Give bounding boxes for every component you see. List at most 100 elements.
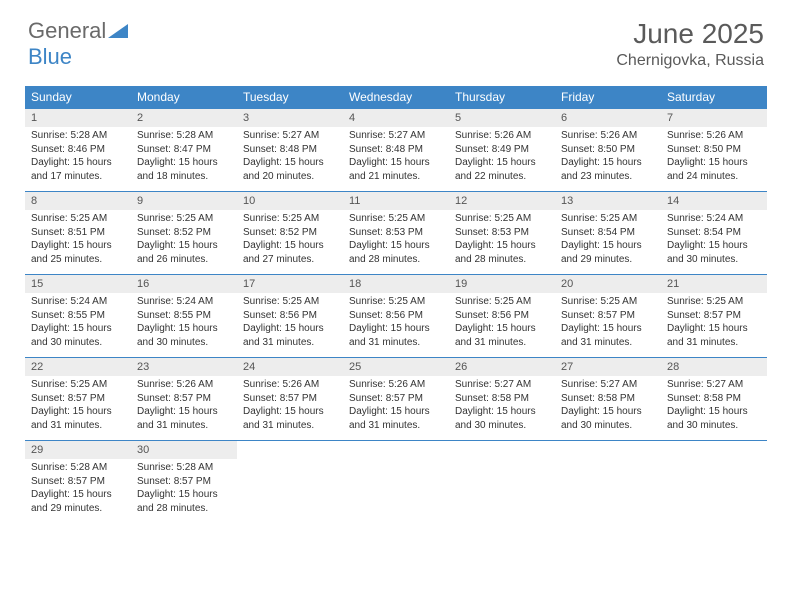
day-content: Sunrise: 5:25 AMSunset: 8:57 PMDaylight:… bbox=[661, 293, 767, 358]
sunrise-line: Sunrise: 5:25 AM bbox=[137, 212, 231, 226]
day-number: 26 bbox=[449, 358, 555, 377]
day-header-row: SundayMondayTuesdayWednesdayThursdayFrid… bbox=[25, 86, 767, 109]
day-content: Sunrise: 5:25 AMSunset: 8:57 PMDaylight:… bbox=[25, 376, 131, 441]
sunrise-line: Sunrise: 5:26 AM bbox=[561, 129, 655, 143]
empty-day-content bbox=[237, 459, 343, 523]
sunrise-line: Sunrise: 5:25 AM bbox=[561, 212, 655, 226]
day-number: 5 bbox=[449, 109, 555, 128]
daylight-line: Daylight: 15 hours and 18 minutes. bbox=[137, 156, 231, 183]
daylight-line: Daylight: 15 hours and 25 minutes. bbox=[31, 239, 125, 266]
sunrise-line: Sunrise: 5:27 AM bbox=[349, 129, 443, 143]
logo: GeneralBlue bbox=[28, 18, 128, 70]
empty-day-content bbox=[661, 459, 767, 523]
sunset-line: Sunset: 8:55 PM bbox=[31, 309, 125, 323]
daylight-line: Daylight: 15 hours and 31 minutes. bbox=[31, 405, 125, 432]
day-content: Sunrise: 5:28 AMSunset: 8:46 PMDaylight:… bbox=[25, 127, 131, 192]
week-number-row: 1234567 bbox=[25, 109, 767, 128]
sunset-line: Sunset: 8:57 PM bbox=[137, 392, 231, 406]
sunrise-line: Sunrise: 5:28 AM bbox=[137, 461, 231, 475]
day-content: Sunrise: 5:25 AMSunset: 8:57 PMDaylight:… bbox=[555, 293, 661, 358]
sunrise-line: Sunrise: 5:28 AM bbox=[137, 129, 231, 143]
day-number: 1 bbox=[25, 109, 131, 128]
day-number: 22 bbox=[25, 358, 131, 377]
sunrise-line: Sunrise: 5:28 AM bbox=[31, 461, 125, 475]
sunrise-line: Sunrise: 5:25 AM bbox=[243, 295, 337, 309]
week-number-row: 891011121314 bbox=[25, 192, 767, 211]
day-number: 2 bbox=[131, 109, 237, 128]
logo-word1: General bbox=[28, 18, 106, 43]
location-label: Chernigovka, Russia bbox=[616, 52, 764, 70]
day-header: Friday bbox=[555, 86, 661, 109]
day-content: Sunrise: 5:25 AMSunset: 8:54 PMDaylight:… bbox=[555, 210, 661, 275]
day-number: 24 bbox=[237, 358, 343, 377]
sunrise-line: Sunrise: 5:25 AM bbox=[31, 378, 125, 392]
title-block: June 2025 Chernigovka, Russia bbox=[616, 18, 764, 70]
week-content-row: Sunrise: 5:25 AMSunset: 8:57 PMDaylight:… bbox=[25, 376, 767, 441]
page-header: GeneralBlue June 2025 Chernigovka, Russi… bbox=[0, 0, 792, 78]
day-content: Sunrise: 5:27 AMSunset: 8:58 PMDaylight:… bbox=[449, 376, 555, 441]
daylight-line: Daylight: 15 hours and 31 minutes. bbox=[349, 405, 443, 432]
empty-day-content bbox=[343, 459, 449, 523]
day-number: 7 bbox=[661, 109, 767, 128]
day-number: 19 bbox=[449, 275, 555, 294]
day-number: 27 bbox=[555, 358, 661, 377]
day-content: Sunrise: 5:26 AMSunset: 8:49 PMDaylight:… bbox=[449, 127, 555, 192]
sunset-line: Sunset: 8:57 PM bbox=[137, 475, 231, 489]
sunset-line: Sunset: 8:53 PM bbox=[455, 226, 549, 240]
daylight-line: Daylight: 15 hours and 21 minutes. bbox=[349, 156, 443, 183]
day-content: Sunrise: 5:27 AMSunset: 8:48 PMDaylight:… bbox=[237, 127, 343, 192]
daylight-line: Daylight: 15 hours and 28 minutes. bbox=[455, 239, 549, 266]
day-number: 30 bbox=[131, 441, 237, 460]
sunset-line: Sunset: 8:54 PM bbox=[667, 226, 761, 240]
sunset-line: Sunset: 8:58 PM bbox=[561, 392, 655, 406]
day-header: Monday bbox=[131, 86, 237, 109]
day-content: Sunrise: 5:24 AMSunset: 8:54 PMDaylight:… bbox=[661, 210, 767, 275]
sunrise-line: Sunrise: 5:26 AM bbox=[349, 378, 443, 392]
sunset-line: Sunset: 8:49 PM bbox=[455, 143, 549, 157]
empty-day-number bbox=[237, 441, 343, 460]
day-content: Sunrise: 5:24 AMSunset: 8:55 PMDaylight:… bbox=[25, 293, 131, 358]
sunset-line: Sunset: 8:55 PM bbox=[137, 309, 231, 323]
sunset-line: Sunset: 8:56 PM bbox=[455, 309, 549, 323]
daylight-line: Daylight: 15 hours and 23 minutes. bbox=[561, 156, 655, 183]
day-number: 11 bbox=[343, 192, 449, 211]
daylight-line: Daylight: 15 hours and 30 minutes. bbox=[137, 322, 231, 349]
day-number: 28 bbox=[661, 358, 767, 377]
daylight-line: Daylight: 15 hours and 30 minutes. bbox=[667, 239, 761, 266]
day-number: 12 bbox=[449, 192, 555, 211]
empty-day-number bbox=[661, 441, 767, 460]
daylight-line: Daylight: 15 hours and 31 minutes. bbox=[667, 322, 761, 349]
sunset-line: Sunset: 8:56 PM bbox=[243, 309, 337, 323]
empty-day-number bbox=[555, 441, 661, 460]
day-number: 25 bbox=[343, 358, 449, 377]
daylight-line: Daylight: 15 hours and 17 minutes. bbox=[31, 156, 125, 183]
daylight-line: Daylight: 15 hours and 29 minutes. bbox=[561, 239, 655, 266]
sunrise-line: Sunrise: 5:25 AM bbox=[455, 212, 549, 226]
sunset-line: Sunset: 8:57 PM bbox=[31, 392, 125, 406]
sunrise-line: Sunrise: 5:26 AM bbox=[455, 129, 549, 143]
logo-triangle-icon bbox=[108, 18, 128, 44]
daylight-line: Daylight: 15 hours and 30 minutes. bbox=[31, 322, 125, 349]
day-content: Sunrise: 5:26 AMSunset: 8:50 PMDaylight:… bbox=[555, 127, 661, 192]
day-content: Sunrise: 5:26 AMSunset: 8:57 PMDaylight:… bbox=[237, 376, 343, 441]
daylight-line: Daylight: 15 hours and 24 minutes. bbox=[667, 156, 761, 183]
sunrise-line: Sunrise: 5:25 AM bbox=[31, 212, 125, 226]
sunset-line: Sunset: 8:56 PM bbox=[349, 309, 443, 323]
day-number: 20 bbox=[555, 275, 661, 294]
day-number: 3 bbox=[237, 109, 343, 128]
daylight-line: Daylight: 15 hours and 27 minutes. bbox=[243, 239, 337, 266]
day-content: Sunrise: 5:27 AMSunset: 8:58 PMDaylight:… bbox=[555, 376, 661, 441]
daylight-line: Daylight: 15 hours and 20 minutes. bbox=[243, 156, 337, 183]
week-number-row: 2930 bbox=[25, 441, 767, 460]
week-content-row: Sunrise: 5:28 AMSunset: 8:57 PMDaylight:… bbox=[25, 459, 767, 523]
sunrise-line: Sunrise: 5:25 AM bbox=[455, 295, 549, 309]
sunrise-line: Sunrise: 5:27 AM bbox=[455, 378, 549, 392]
daylight-line: Daylight: 15 hours and 30 minutes. bbox=[667, 405, 761, 432]
sunset-line: Sunset: 8:50 PM bbox=[561, 143, 655, 157]
sunrise-line: Sunrise: 5:27 AM bbox=[243, 129, 337, 143]
sunrise-line: Sunrise: 5:26 AM bbox=[667, 129, 761, 143]
daylight-line: Daylight: 15 hours and 26 minutes. bbox=[137, 239, 231, 266]
day-number: 15 bbox=[25, 275, 131, 294]
sunset-line: Sunset: 8:58 PM bbox=[667, 392, 761, 406]
daylight-line: Daylight: 15 hours and 31 minutes. bbox=[349, 322, 443, 349]
